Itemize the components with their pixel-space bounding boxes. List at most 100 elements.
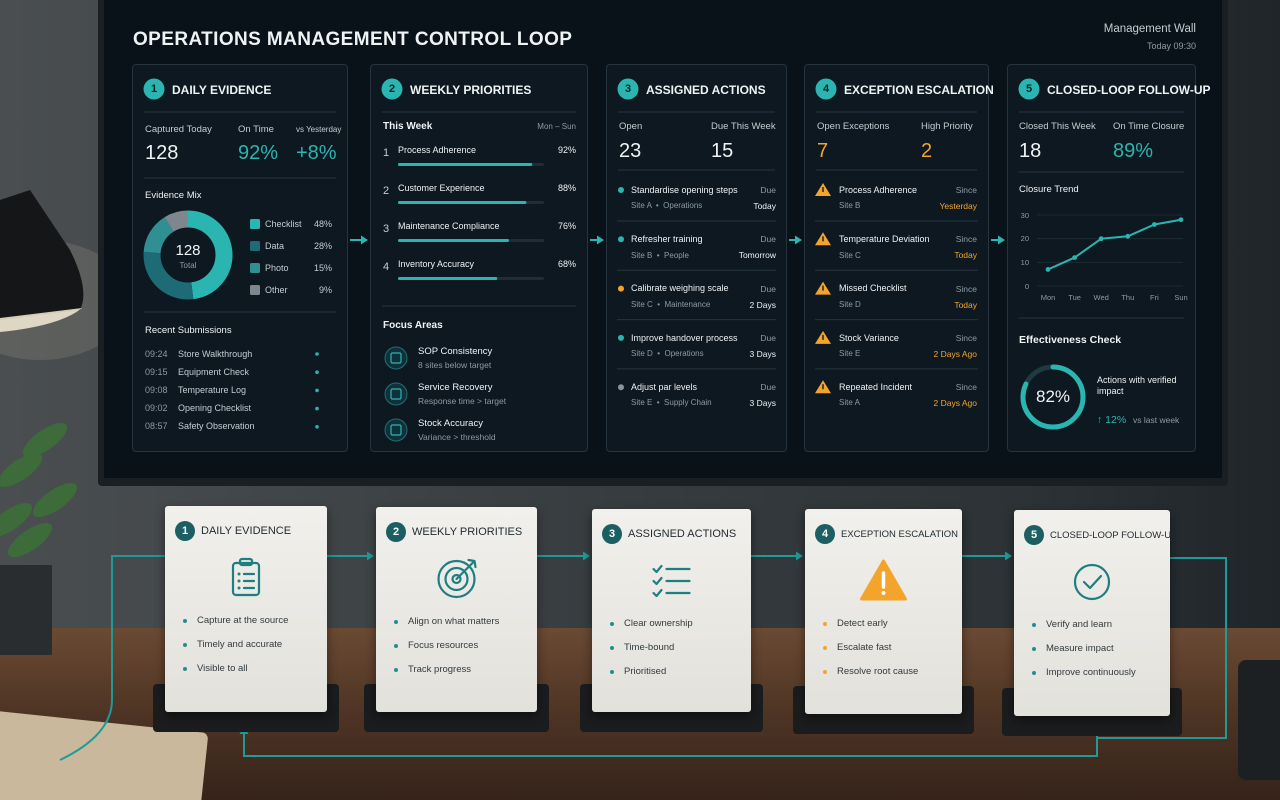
bullet-dot [610, 670, 614, 674]
item-due-label: Since [955, 184, 977, 195]
item-title: Temperature Deviation [839, 233, 930, 244]
bar-label: Process Adherence [398, 144, 477, 155]
step-badge [617, 78, 639, 100]
pie-center-value: 128 [175, 242, 201, 259]
item-due-label: Since [955, 382, 977, 393]
item-title: Stock Variance [839, 332, 899, 343]
item-site: Site C • Maintenance [631, 299, 711, 309]
item-due: 3 Days [749, 398, 776, 409]
trend-point [1045, 267, 1051, 272]
effect-text: Actions with verified impact [1097, 375, 1177, 396]
step-badge [143, 78, 165, 100]
mug [1238, 660, 1280, 780]
period-label: This Week [383, 121, 433, 132]
bar [398, 201, 527, 204]
y-tick-label: 0 [1024, 281, 1029, 291]
bullet-dot [823, 646, 827, 650]
stat-label: Open [619, 121, 643, 133]
card [376, 507, 537, 712]
item-due-label: Due [760, 382, 776, 393]
item-title: Process Adherence [839, 184, 918, 195]
card-icon [231, 561, 261, 597]
chart-title: Evidence Mix [145, 190, 202, 202]
card-number: 2 [392, 525, 400, 538]
panel [370, 64, 588, 452]
bullet-dot [823, 622, 827, 626]
legend-value: 9% [318, 284, 332, 295]
card-bullet: Detect early [837, 618, 888, 630]
card-bullet: Track progress [408, 664, 471, 676]
y-tick-label: 10 [1020, 257, 1029, 267]
item-site: Site B • People [631, 250, 689, 260]
bar [398, 239, 509, 242]
submission-label: Opening Checklist [178, 403, 252, 414]
status-dot [315, 406, 319, 411]
item-due: 3 Days [749, 348, 776, 359]
priority-dot [618, 334, 624, 341]
submission-label: Store Walkthrough [178, 348, 253, 359]
time-label: Today 09:30 [1146, 40, 1196, 51]
card [165, 506, 327, 712]
card-bullet: Measure impact [1046, 643, 1114, 655]
card-title: DAILY EVIDENCE [201, 525, 292, 538]
chart-title: Closure Trend [1019, 184, 1079, 196]
bullet-dot [610, 622, 614, 626]
stat-value: 128 [145, 142, 179, 164]
arrow-head [795, 235, 802, 245]
status-dot [315, 370, 319, 375]
step-number: 1 [150, 82, 158, 95]
pie-center-label: Total [179, 261, 197, 271]
rank: 4 [383, 261, 390, 274]
gauge-value: 82% [1035, 386, 1071, 406]
card-bullet: Align on what matters [408, 616, 500, 628]
bullet-dot [1032, 671, 1036, 675]
item-site: Site A [839, 398, 860, 408]
item-site: Site C [839, 250, 861, 260]
focus-icon-glyph [390, 388, 402, 400]
lamp [0, 190, 84, 320]
bullet-dot [1032, 647, 1036, 651]
stat-value: 92% [238, 142, 279, 164]
stat-value: 89% [1113, 140, 1154, 162]
step-badge [1018, 78, 1040, 100]
stat-label: On Time [238, 124, 274, 136]
step-number: 4 [822, 82, 830, 95]
plant-leaf [0, 502, 33, 538]
item-title: Standardise opening steps [631, 184, 738, 195]
status-dot [315, 388, 319, 393]
submission-time: 09:02 [145, 403, 168, 414]
item-due: 2 Days [749, 299, 776, 310]
legend-swatch [250, 285, 260, 295]
focus-icon [384, 382, 408, 406]
bullet-dot [183, 643, 187, 647]
stat-label: Closed This Week [1019, 121, 1096, 133]
status-dot [315, 352, 319, 356]
stat-label: High Priority [921, 121, 973, 133]
loop-line [243, 732, 1098, 757]
legend-label: Checklist [265, 218, 302, 229]
bar-value: 68% [557, 258, 576, 269]
gauge-arc [1020, 364, 1086, 430]
card-bullet: Prioritised [624, 666, 667, 678]
legend-value: 15% [313, 262, 332, 273]
arrow-head [361, 235, 368, 245]
x-tick-label: Thu [1121, 292, 1135, 302]
x-tick-label: Mon [1040, 292, 1056, 302]
arrow-head [367, 551, 374, 561]
trend-line [1047, 218, 1182, 271]
item-due-label: Due [760, 332, 776, 343]
bullet-dot [394, 620, 398, 624]
card-icon [652, 588, 663, 598]
submission-label: Equipment Check [178, 366, 250, 377]
stat-label: Due This Week [711, 121, 776, 133]
plant-pot [0, 565, 52, 655]
focus-icon-glyph [390, 352, 402, 364]
item-site: Site D • Operations [631, 349, 704, 359]
plant-leaf [22, 422, 68, 458]
stat-label: Open Exceptions [817, 121, 890, 133]
arrow-head [1005, 551, 1012, 561]
card-badge [386, 522, 406, 542]
item-title: Improve handover process [631, 332, 738, 343]
panel-title: CLOSED-LOOP FOLLOW-UP [1047, 82, 1211, 97]
legend-label: Photo [265, 262, 289, 273]
